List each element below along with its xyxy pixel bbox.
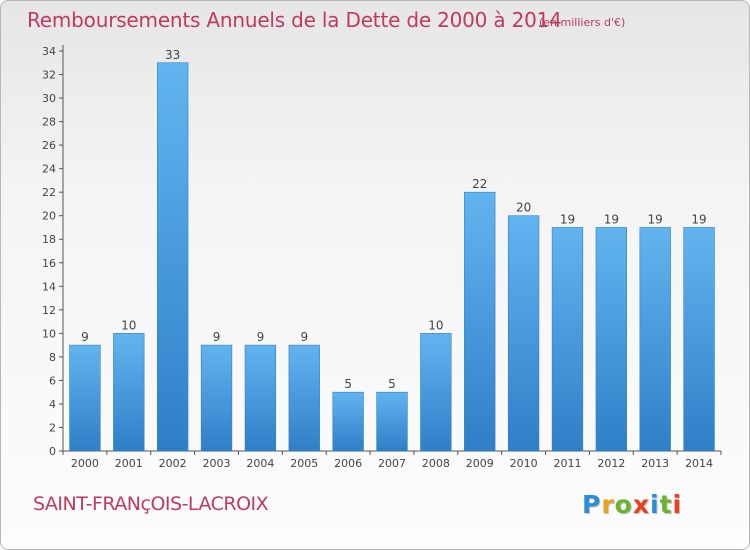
bar-value-label: 9 [81, 330, 89, 344]
y-tick-label: 32 [42, 69, 56, 82]
bar-value-label: 19 [560, 212, 575, 226]
x-tick-label: 2013 [641, 457, 669, 470]
y-tick-label: 8 [49, 351, 56, 364]
bar [288, 344, 320, 452]
bar-value-label: 10 [121, 318, 136, 332]
bar [683, 227, 715, 452]
bar [332, 391, 364, 452]
y-tick-label: 20 [42, 210, 56, 223]
bar [595, 227, 627, 452]
x-tick-label: 2003 [203, 457, 231, 470]
bar-value-label: 19 [691, 212, 706, 226]
place-name: SAINT-FRANçOIS-LACROIX [33, 493, 269, 515]
bar [113, 333, 145, 452]
x-tick-label: 2006 [334, 457, 362, 470]
bar [639, 227, 671, 452]
y-tick-label: 0 [49, 445, 56, 458]
y-tick-label: 2 [49, 421, 56, 434]
x-tick-label: 2012 [597, 457, 625, 470]
x-tick-label: 2001 [115, 457, 143, 470]
logo-letter: o [614, 490, 633, 519]
x-tick-label: 2005 [290, 457, 318, 470]
y-tick-label: 18 [42, 233, 56, 246]
y-tick-label: 6 [49, 374, 56, 387]
chart-title: Remboursements Annuels de la Dette de 20… [27, 8, 562, 32]
y-tick-label: 10 [42, 327, 56, 340]
x-tick-label: 2000 [71, 457, 99, 470]
bar-value-label: 10 [428, 318, 443, 332]
logo-letter: x [632, 490, 650, 519]
x-tick-label: 2004 [246, 457, 274, 470]
bar-value-label: 33 [165, 48, 180, 62]
bar-value-label: 22 [472, 177, 487, 191]
y-tick-label: 34 [42, 45, 56, 58]
y-tick-label: 24 [42, 163, 56, 176]
x-tick-label: 2007 [378, 457, 406, 470]
bar [551, 227, 584, 452]
y-tick-label: 26 [42, 139, 56, 152]
bar-value-label: 9 [213, 330, 221, 344]
y-tick-label: 12 [42, 304, 56, 317]
x-tick-label: 2002 [159, 457, 187, 470]
chart-unit-note: (en milliers d'€) [539, 16, 626, 29]
bar [376, 391, 408, 452]
bar [464, 191, 496, 452]
bar-value-label: 20 [516, 201, 531, 215]
bar-value-label: 5 [344, 377, 352, 391]
bar [157, 62, 189, 452]
logo-letter: r [601, 490, 615, 519]
bar [200, 344, 233, 452]
y-tick-label: 16 [42, 257, 56, 270]
y-tick-label: 22 [42, 186, 56, 199]
bar-value-label: 19 [648, 212, 663, 226]
bar [420, 333, 452, 452]
bar-value-label: 5 [388, 377, 396, 391]
bar [69, 344, 101, 452]
proxiti-logo: Proxiti [582, 490, 682, 519]
bar [244, 344, 277, 452]
x-tick-label: 2011 [553, 457, 581, 470]
bar-value-label: 9 [257, 330, 265, 344]
y-tick-label: 30 [42, 92, 56, 105]
x-tick-label: 2010 [510, 457, 538, 470]
logo-letter: P [582, 490, 602, 519]
bar-value-label: 9 [300, 330, 308, 344]
x-tick-label: 2014 [685, 457, 713, 470]
x-tick-label: 2008 [422, 457, 450, 470]
bar-value-label: 19 [604, 212, 619, 226]
logo-letter: i [672, 490, 683, 519]
y-tick-label: 28 [42, 116, 56, 129]
y-tick-label: 14 [42, 280, 56, 293]
logo-letter: t [659, 490, 673, 519]
bar [507, 215, 540, 452]
y-tick-label: 4 [49, 398, 56, 411]
x-tick-label: 2009 [466, 457, 494, 470]
logo-letter: i [650, 490, 660, 519]
